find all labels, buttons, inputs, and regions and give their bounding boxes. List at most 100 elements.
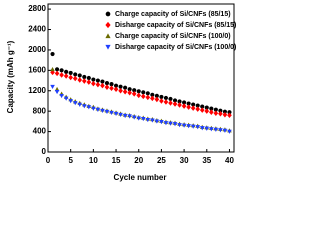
y-tick-label: 0 — [42, 147, 47, 156]
data-point — [218, 128, 223, 133]
data-point — [154, 96, 160, 103]
data-point — [136, 92, 142, 99]
y-tick-label: 400 — [33, 127, 47, 136]
data-point — [190, 105, 196, 111]
data-point — [73, 72, 78, 77]
data-point — [186, 101, 191, 106]
data-point — [227, 129, 232, 134]
data-point — [181, 123, 187, 128]
data-point — [68, 99, 73, 104]
data-point — [140, 116, 146, 122]
data-point — [104, 109, 110, 114]
data-point — [195, 106, 201, 112]
data-point — [168, 96, 173, 101]
data-point — [118, 112, 123, 118]
data-point — [59, 68, 64, 73]
y-axis-label: Capacity (mAh g⁻¹) — [6, 40, 15, 113]
data-point — [177, 102, 182, 108]
data-point — [64, 69, 69, 74]
data-point — [113, 111, 119, 117]
data-point — [50, 51, 55, 57]
data-point — [50, 67, 55, 72]
data-point — [54, 70, 60, 77]
data-point — [122, 113, 128, 119]
data-point — [145, 94, 151, 101]
data-point — [209, 106, 214, 111]
data-point — [86, 75, 91, 81]
data-point — [163, 95, 169, 100]
data-point — [95, 107, 101, 112]
y-tick-label: 2000 — [28, 45, 46, 54]
y-tick-label: 2400 — [28, 25, 46, 34]
data-point — [127, 90, 132, 96]
data-point — [72, 101, 78, 106]
data-point — [54, 89, 60, 95]
data-point — [182, 100, 187, 105]
data-point — [218, 110, 223, 117]
data-point — [81, 78, 87, 84]
data-point — [227, 112, 232, 119]
plot-frame — [47, 3, 235, 153]
x-tick-label: 0 — [46, 156, 51, 165]
data-point — [209, 109, 214, 115]
data-point — [163, 99, 169, 105]
legend-label: Disharge capacity of Si/CNFs (85/15) — [115, 22, 236, 29]
data-point — [140, 93, 146, 100]
data-point — [63, 96, 69, 101]
x-tick-label: 15 — [112, 156, 121, 165]
data-point — [77, 77, 83, 83]
x-tick-label: 40 — [225, 156, 234, 165]
data-point — [168, 100, 173, 106]
data-point — [172, 122, 178, 127]
data-point — [186, 124, 191, 129]
data-point — [122, 89, 128, 95]
data-point — [213, 110, 219, 116]
data-point — [199, 107, 205, 113]
data-point — [172, 101, 178, 107]
data-point — [204, 126, 210, 131]
data-point — [213, 127, 219, 132]
data-point — [81, 104, 87, 109]
data-point — [100, 79, 105, 84]
legend-marker — [105, 21, 111, 29]
data-point — [150, 118, 155, 123]
data-point — [95, 81, 101, 88]
x-tick-label: 20 — [134, 156, 143, 165]
legend-label: Charge capacity of Si/CNFs (85/15) — [115, 11, 231, 18]
data-point — [104, 81, 110, 86]
data-point — [113, 86, 119, 92]
data-point — [204, 108, 210, 114]
data-point — [91, 77, 96, 82]
data-point — [195, 125, 201, 130]
data-point — [95, 78, 100, 83]
data-point — [136, 89, 141, 94]
data-point — [91, 80, 96, 87]
data-point — [181, 103, 187, 109]
data-point — [50, 84, 55, 89]
y-tick-label: 800 — [33, 106, 47, 115]
data-point — [63, 73, 69, 79]
data-point — [131, 115, 137, 120]
data-point — [86, 105, 92, 110]
data-point — [199, 126, 205, 131]
data-point — [100, 82, 105, 89]
data-point — [218, 108, 223, 113]
data-point — [177, 123, 182, 128]
data-point — [123, 85, 128, 90]
data-point — [59, 94, 64, 99]
y-tick-label: 2800 — [28, 4, 46, 13]
data-point — [82, 74, 87, 80]
legend-marker — [105, 44, 111, 50]
y-tick-label: 1200 — [28, 86, 46, 95]
data-point — [213, 107, 218, 112]
data-point — [109, 82, 114, 87]
legend-marker — [105, 33, 111, 39]
data-point — [150, 95, 155, 102]
x-tick-label: 35 — [202, 156, 211, 165]
data-point — [109, 110, 114, 116]
x-tick-label: 10 — [89, 156, 98, 165]
data-point — [190, 124, 196, 129]
data-point — [159, 98, 164, 104]
data-point — [154, 93, 159, 98]
data-point — [131, 91, 137, 97]
